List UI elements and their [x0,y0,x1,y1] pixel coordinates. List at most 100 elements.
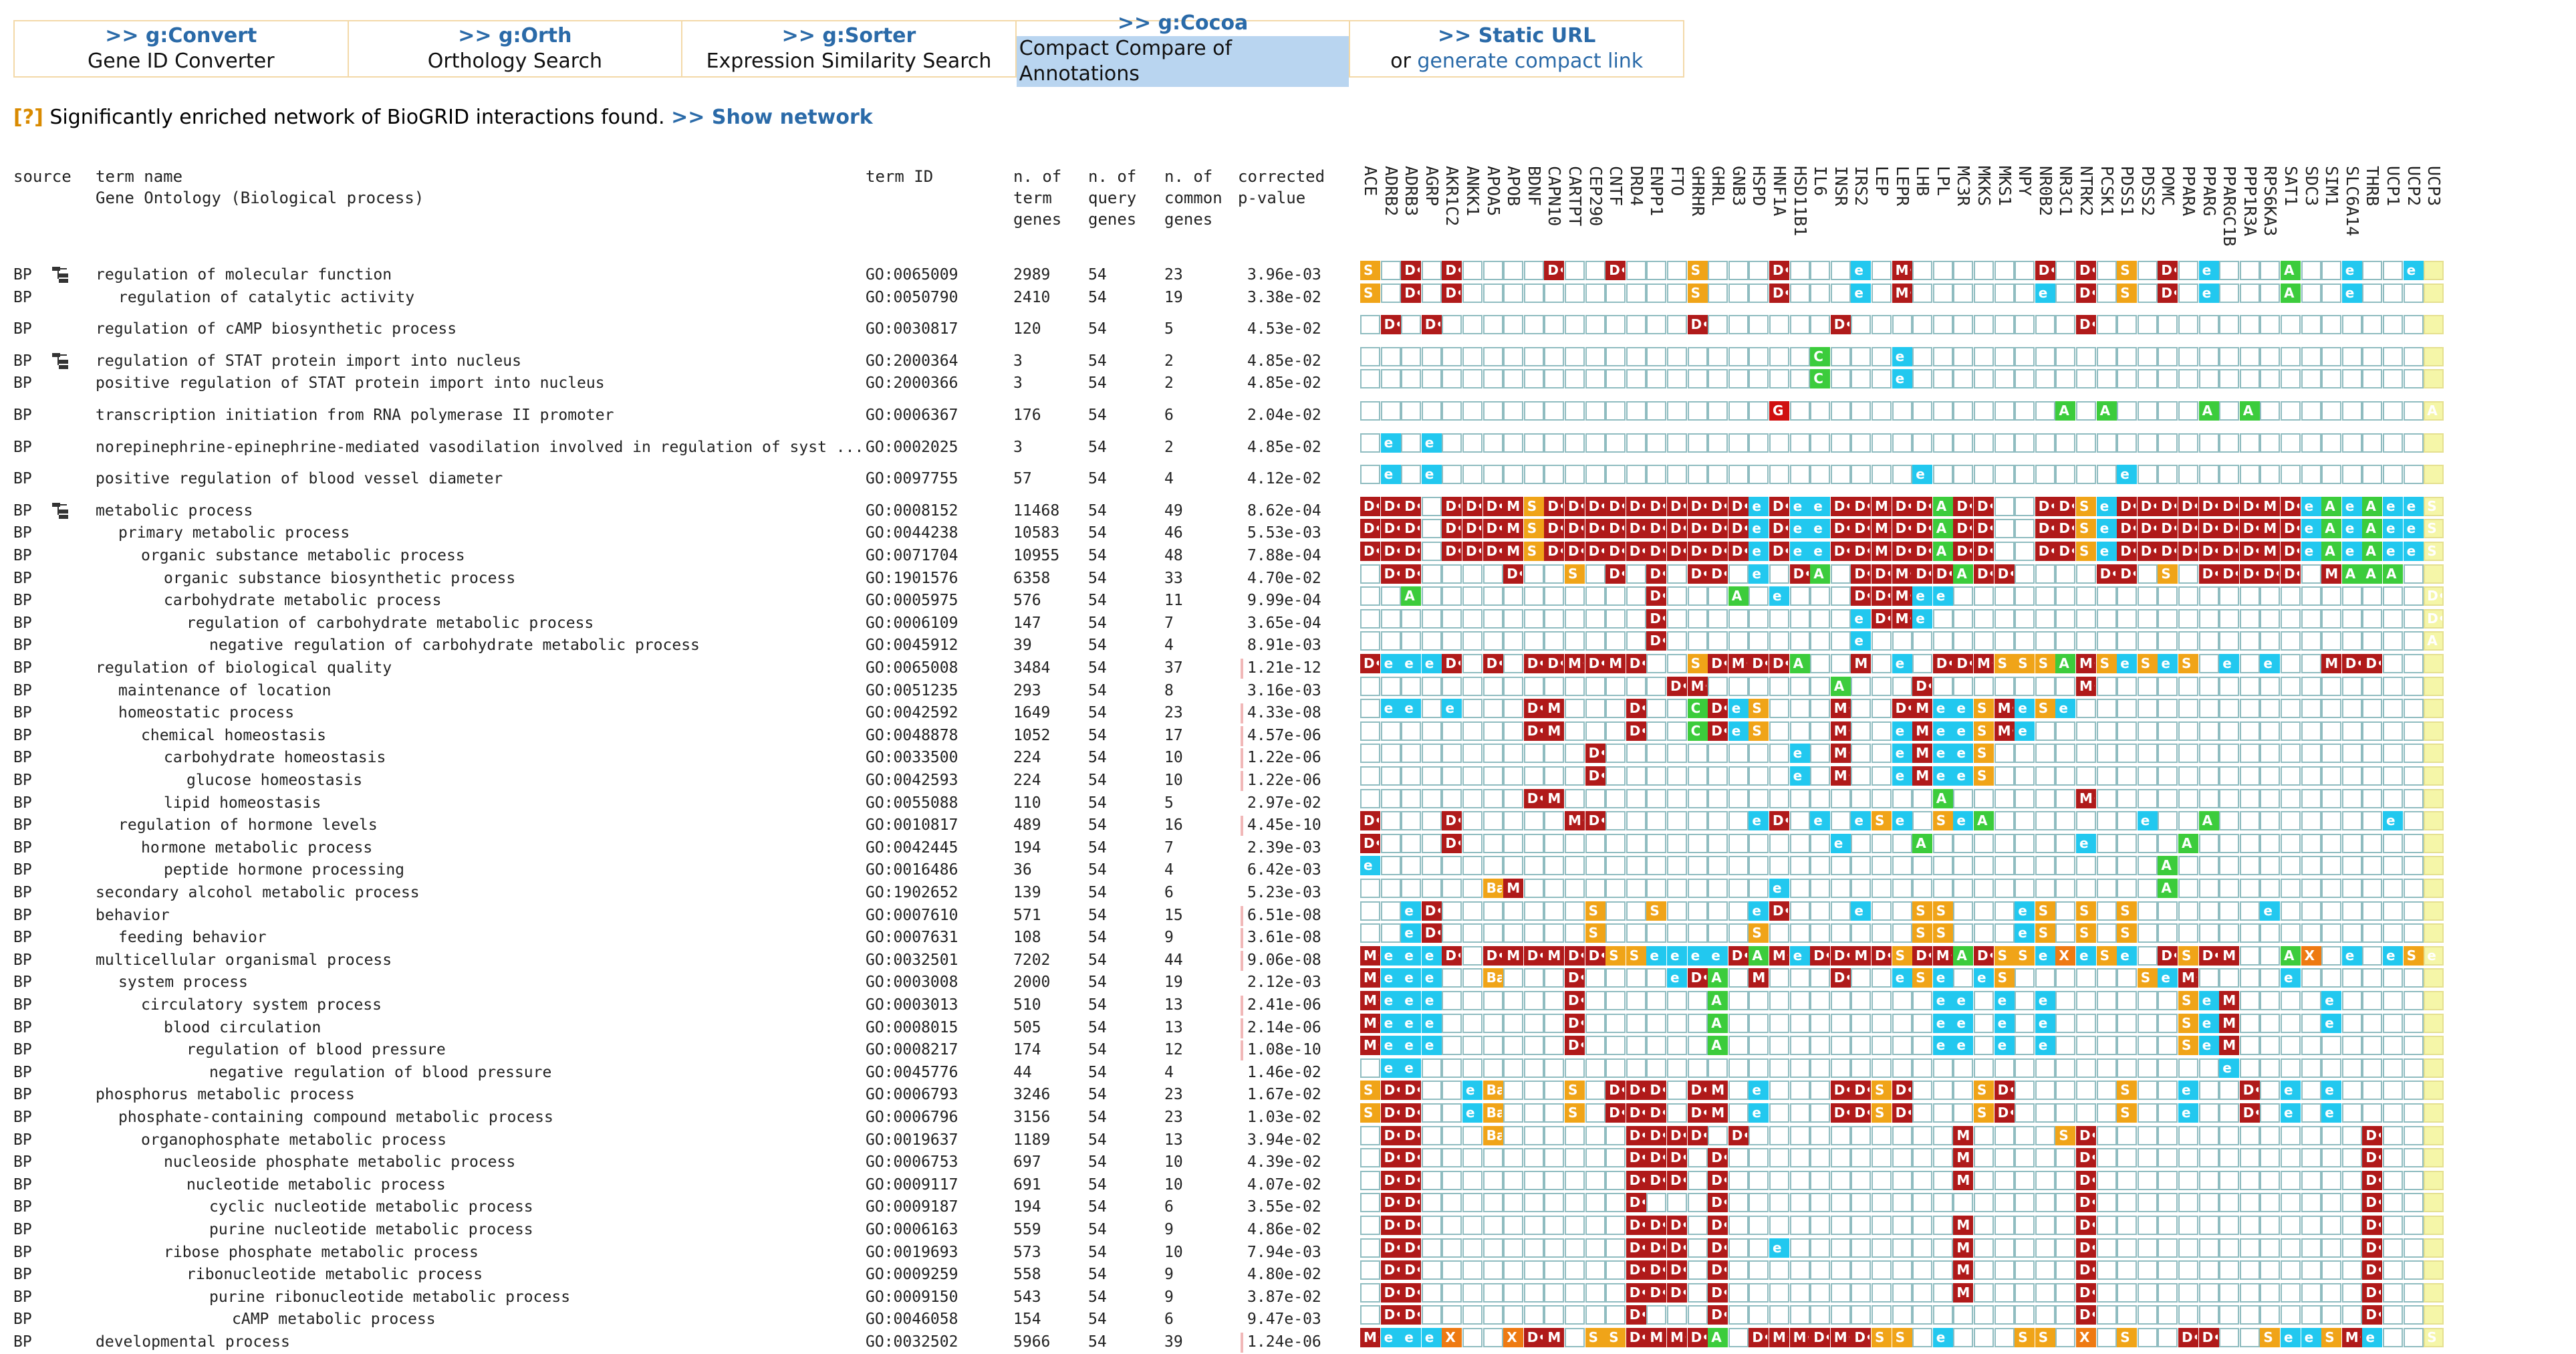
annotation-cell[interactable] [1789,1036,1810,1056]
annotation-cell[interactable] [1646,654,1667,673]
annotation-cell[interactable] [1483,564,1503,584]
annotation-cell[interactable] [1626,676,1646,696]
annotation-cell[interactable] [1503,811,1524,831]
annotation-cell[interactable] [1789,856,1810,876]
annotation-cell[interactable]: S [2055,1125,2076,1145]
annotation-cell[interactable] [1667,631,1687,651]
row-term-name[interactable]: regulation of blood pressure [186,1041,446,1059]
annotation-cell[interactable]: A [1830,676,1851,696]
annotation-cell[interactable]: M• [1708,1103,1728,1123]
annotation-cell[interactable]: S [1912,968,1933,988]
annotation-cell[interactable]: S [2117,1103,2138,1123]
annotation-cell[interactable] [1994,369,2015,389]
annotation-cell[interactable]: A [2321,496,2342,516]
annotation-cell[interactable]: D• [1851,519,1872,539]
annotation-cell[interactable] [1728,879,1749,898]
annotation-cell[interactable] [1912,654,1933,673]
annotation-cell[interactable]: e [2321,1103,2342,1123]
annotation-cell[interactable] [2301,991,2321,1010]
annotation-cell[interactable] [1380,833,1401,853]
annotation-cell[interactable] [1667,788,1687,808]
annotation-cell[interactable] [2178,283,2198,303]
annotation-cell[interactable]: S [2137,968,2158,988]
annotation-cell[interactable] [2137,1170,2158,1190]
annotation-cell[interactable] [1605,369,1626,389]
annotation-cell[interactable]: e [2198,1036,2219,1056]
annotation-cell[interactable] [2260,1216,2281,1235]
annotation-cell[interactable] [1523,401,1544,421]
annotation-cell[interactable] [2219,901,2240,921]
annotation-cell[interactable] [1483,1260,1503,1280]
annotation-cell[interactable] [1912,1013,1933,1033]
annotation-cell[interactable]: S [2117,261,2138,280]
annotation-cell[interactable] [1667,833,1687,853]
annotation-cell[interactable]: D• [1401,1260,1422,1280]
annotation-cell[interactable] [2281,586,2301,606]
annotation-cell[interactable] [1769,1148,1789,1168]
annotation-cell[interactable]: e [1462,1081,1483,1101]
annotation-cell[interactable]: S [1749,923,1769,943]
annotation-cell[interactable] [1872,1238,1892,1258]
annotation-cell[interactable]: D• [1892,699,1912,719]
annotation-cell[interactable] [1442,788,1462,808]
annotation-cell[interactable] [2015,542,2035,561]
row-term-name[interactable]: carbohydrate homeostasis [164,749,386,767]
annotation-cell[interactable] [1483,788,1503,808]
annotation-cell[interactable] [2321,346,2342,366]
annotation-cell[interactable] [2219,788,2240,808]
annotation-cell[interactable] [1892,1216,1912,1235]
annotation-cell[interactable] [1974,1216,1994,1235]
annotation-cell[interactable] [2055,833,2076,853]
annotation-cell[interactable] [1544,315,1565,335]
annotation-cell[interactable] [1851,346,1872,366]
annotation-cell[interactable]: D• [1851,1081,1872,1101]
annotation-cell[interactable] [1912,1148,1933,1168]
annotation-cell[interactable] [2341,1148,2362,1168]
annotation-cell[interactable]: M• [1953,1238,1974,1258]
annotation-cell[interactable] [2076,631,2096,651]
annotation-cell[interactable] [1932,261,1953,280]
annotation-cell[interactable]: D• [2281,564,2301,584]
annotation-cell[interactable] [2096,991,2117,1010]
annotation-cell[interactable]: A [1749,945,1769,966]
annotation-cell[interactable] [1503,744,1524,764]
annotation-cell[interactable]: D• [1687,968,1708,988]
annotation-cell[interactable] [1749,433,1769,453]
annotation-cell[interactable] [2219,1081,2240,1101]
annotation-cell[interactable] [1872,1305,1892,1325]
annotation-cell[interactable] [1462,721,1483,741]
annotation-cell[interactable] [2137,1103,2158,1123]
annotation-cell[interactable] [1646,261,1667,280]
annotation-cell[interactable]: A [1953,564,1974,584]
annotation-cell[interactable]: D• [1442,496,1462,516]
annotation-cell[interactable] [2015,631,2035,651]
annotation-cell[interactable] [1442,766,1462,786]
annotation-cell[interactable] [1544,1238,1565,1258]
annotation-cell[interactable]: D• [2219,564,2240,584]
annotation-cell[interactable] [2424,1081,2444,1101]
annotation-cell[interactable] [2198,608,2219,629]
annotation-cell[interactable] [1974,856,1994,876]
annotation-cell[interactable] [1585,1305,1605,1325]
annotation-cell[interactable] [2403,1282,2424,1303]
annotation-cell[interactable] [1626,856,1646,876]
annotation-cell[interactable] [1523,856,1544,876]
annotation-cell[interactable] [1769,1036,1789,1056]
annotation-cell[interactable] [1851,1305,1872,1325]
annotation-cell[interactable]: S [1932,901,1953,921]
annotation-cell[interactable] [2383,401,2403,421]
annotation-cell[interactable] [2383,283,2403,303]
annotation-cell[interactable] [1749,1170,1769,1190]
annotation-cell[interactable] [1830,923,1851,943]
annotation-cell[interactable] [2301,1036,2321,1056]
annotation-cell[interactable] [1544,744,1565,764]
annotation-cell[interactable] [1728,833,1749,853]
annotation-cell[interactable]: D• [1667,676,1687,696]
annotation-cell[interactable] [1626,923,1646,943]
annotation-cell[interactable] [2178,586,2198,606]
annotation-cell[interactable] [1708,586,1728,606]
annotation-cell[interactable]: D• [1380,1193,1401,1213]
annotation-cell[interactable]: D• [2035,542,2055,561]
annotation-cell[interactable] [1974,1013,1994,1033]
annotation-cell[interactable] [1544,465,1565,485]
